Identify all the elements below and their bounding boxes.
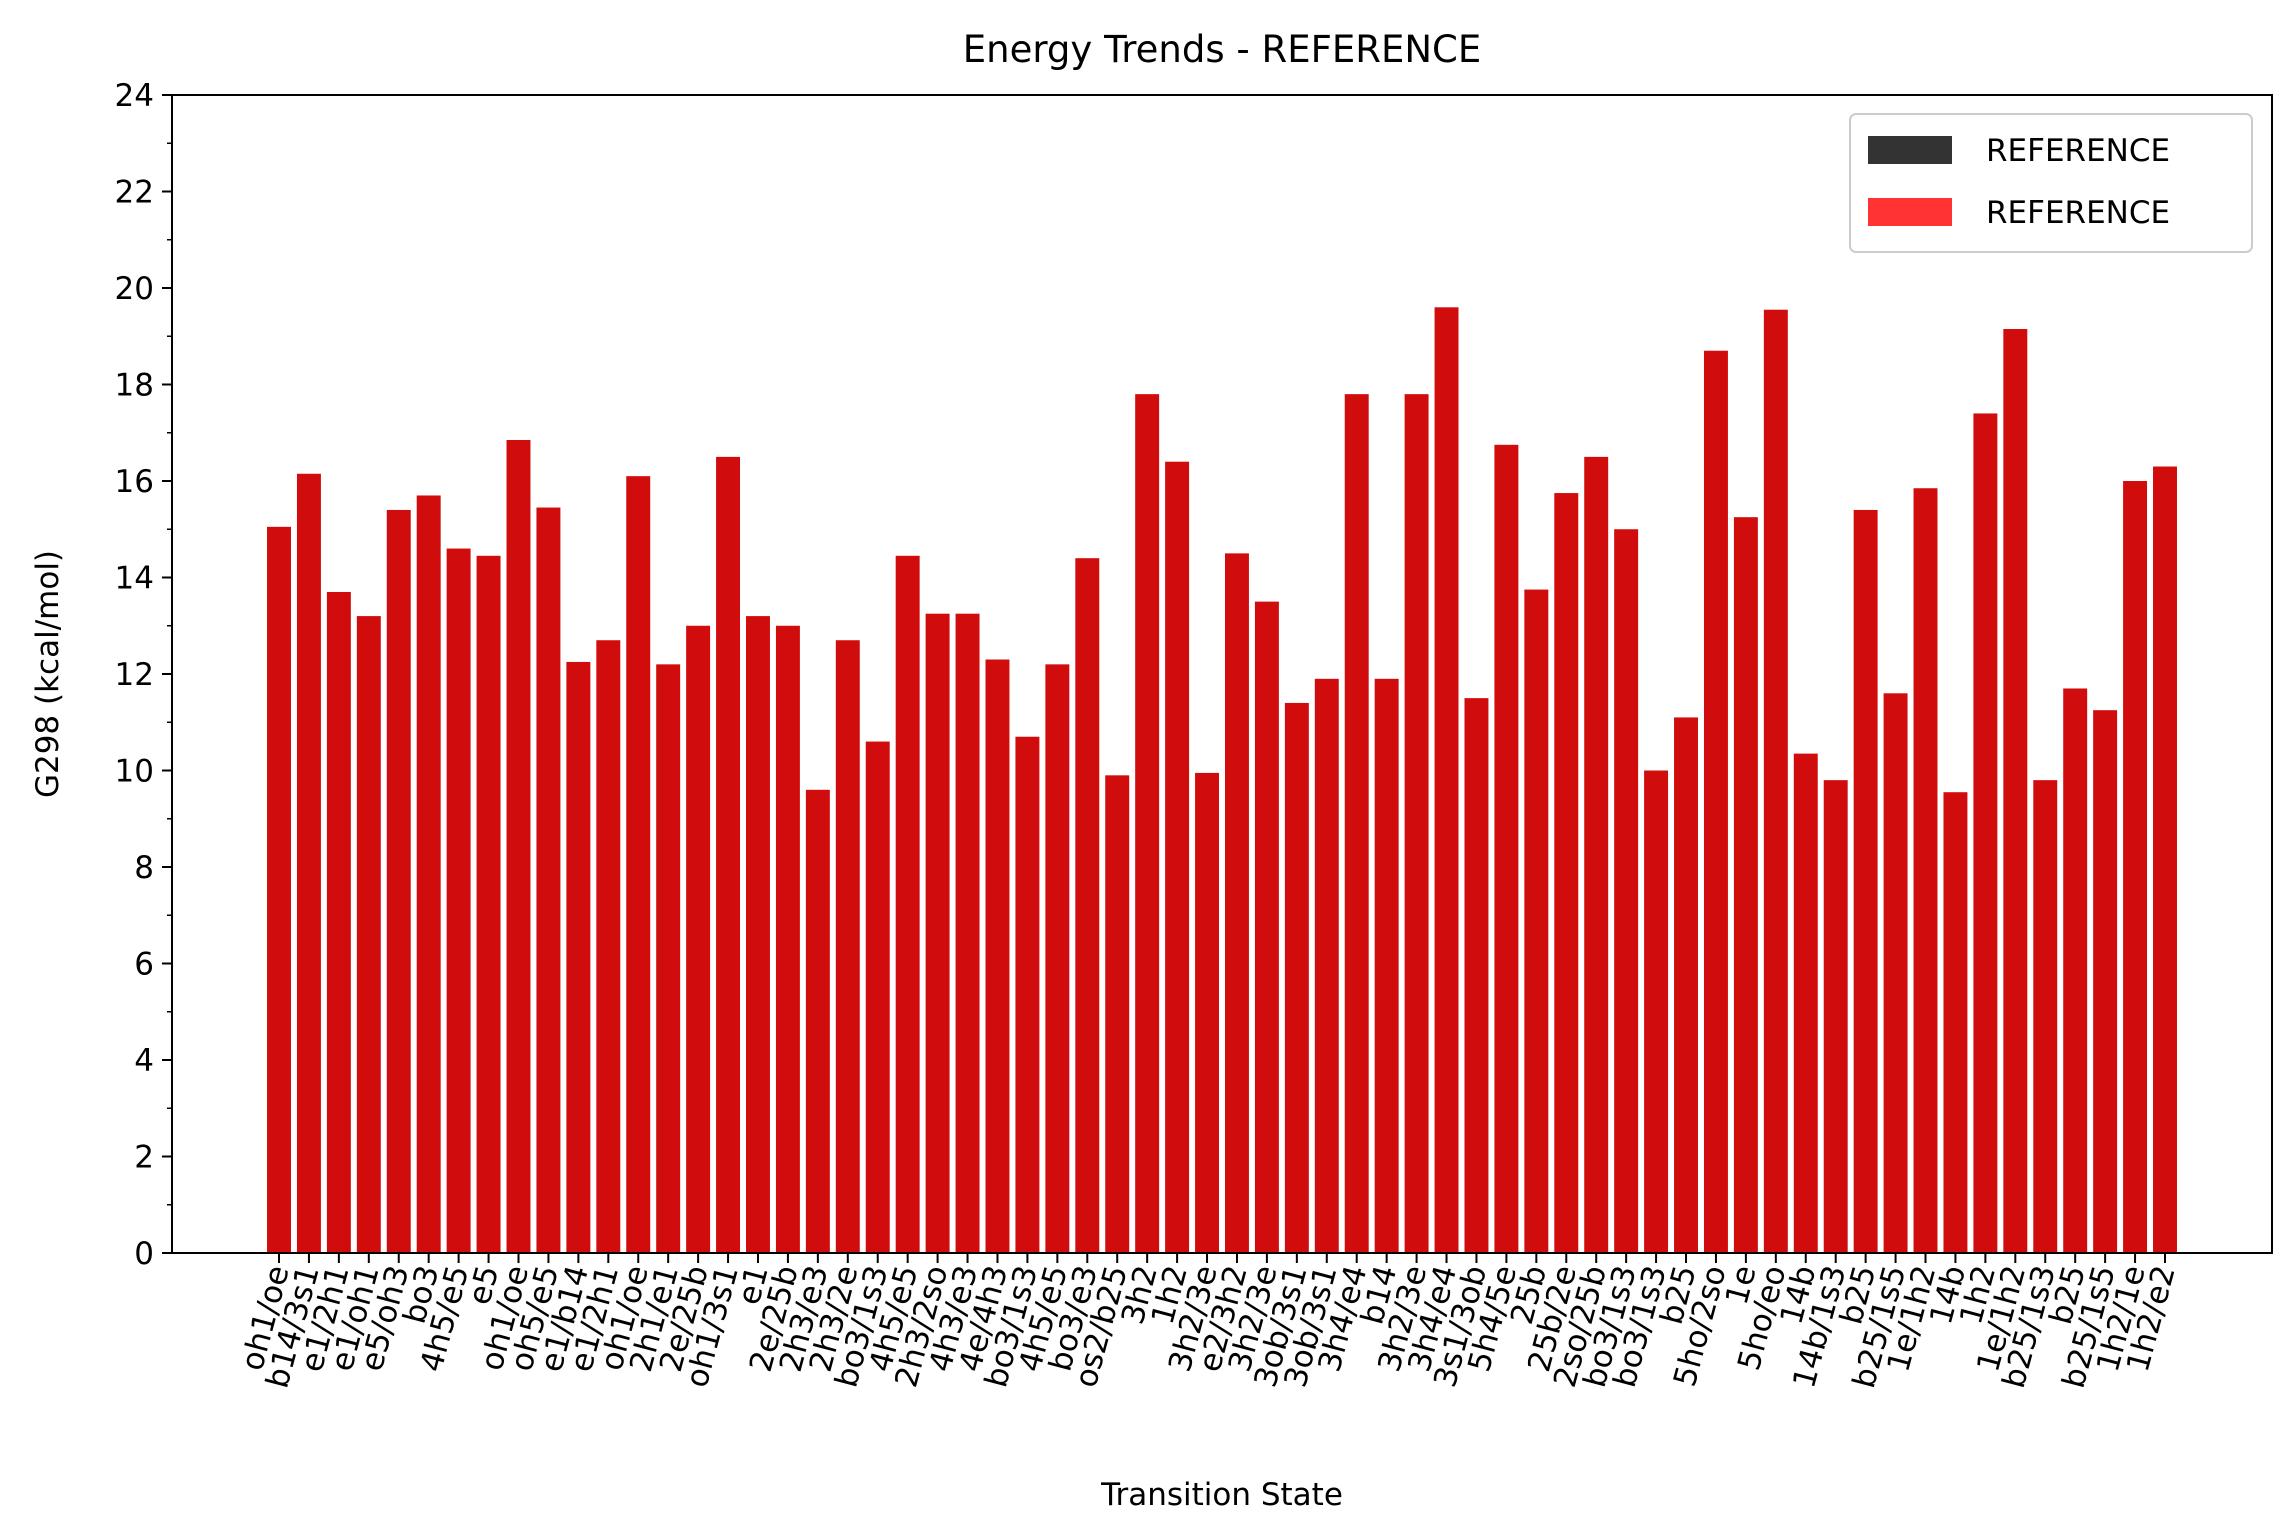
bar <box>626 476 651 1253</box>
y-tick-label: 4 <box>134 1043 154 1079</box>
bar <box>2063 688 2088 1253</box>
bar <box>1045 664 1070 1253</box>
bar <box>1434 307 1459 1253</box>
bar <box>1464 698 1489 1254</box>
bar <box>1224 553 1249 1254</box>
bar <box>416 495 441 1254</box>
bar <box>1135 394 1160 1253</box>
bar <box>1195 772 1220 1253</box>
bar <box>1674 717 1698 1253</box>
chart-title: Energy Trends - REFERENCE <box>963 28 1481 71</box>
bar <box>865 741 890 1253</box>
bar <box>775 625 800 1253</box>
bar <box>746 616 770 1253</box>
legend-swatch-reference-dark <box>1868 136 1952 164</box>
bar <box>1763 309 1788 1254</box>
bar <box>1015 736 1040 1253</box>
bar <box>2033 780 2058 1253</box>
bar <box>596 640 621 1253</box>
bar <box>2123 481 2148 1253</box>
y-axis-label: G298 (kcal/mol) <box>30 550 66 798</box>
y-tick-label: 0 <box>134 1236 154 1272</box>
bar <box>2153 466 2177 1253</box>
bar <box>1374 678 1399 1253</box>
legend: REFERENCE REFERENCE <box>1849 113 2253 253</box>
bar <box>566 661 591 1253</box>
bar <box>2003 329 2028 1253</box>
bar <box>895 555 920 1253</box>
bar <box>326 591 351 1253</box>
y-tick-label: 22 <box>115 175 154 211</box>
bar <box>835 640 860 1253</box>
bar <box>386 509 411 1253</box>
y-tick-label: 6 <box>134 947 154 983</box>
bar <box>536 507 561 1253</box>
bar <box>267 526 291 1253</box>
bar <box>1344 394 1369 1253</box>
y-tick-label: 18 <box>115 368 154 404</box>
bar <box>1793 753 1818 1253</box>
bar <box>925 613 950 1253</box>
bar <box>1404 394 1429 1253</box>
bar <box>2093 710 2118 1253</box>
y-tick-label: 12 <box>115 657 154 693</box>
y-tick-label: 24 <box>115 78 154 114</box>
bar <box>1075 558 1100 1253</box>
x-axis-label: Transition State <box>1100 1477 1343 1513</box>
bar <box>1254 601 1279 1254</box>
bar <box>1524 589 1549 1253</box>
y-tick-label: 2 <box>134 1140 154 1176</box>
bar <box>1853 509 1878 1253</box>
legend-label: REFERENCE <box>1986 133 2170 169</box>
bar <box>1943 792 1968 1253</box>
legend-label: REFERENCE <box>1986 195 2170 231</box>
legend-swatch-reference-red <box>1868 198 1952 226</box>
bar <box>1614 529 1639 1253</box>
y-tick-label: 16 <box>115 464 154 500</box>
bar <box>296 473 321 1253</box>
bar <box>446 548 471 1253</box>
bar <box>805 789 830 1253</box>
bars-layer <box>267 307 2177 1254</box>
y-tick-label: 20 <box>115 271 154 307</box>
bar <box>656 664 681 1253</box>
x-axis: oh1/oeb14/3s1e1/2h1e1/oh1e5/oh3bo34h5/e5… <box>234 1253 2183 1392</box>
bar <box>1733 517 1758 1253</box>
bar <box>476 555 501 1253</box>
bar <box>1105 775 1130 1253</box>
plot-frame <box>171 94 2273 1254</box>
bar <box>716 456 741 1254</box>
bar <box>1703 350 1728 1254</box>
y-tick-label: 10 <box>115 754 154 790</box>
bar <box>1823 780 1848 1253</box>
bar <box>1973 413 1998 1253</box>
bar <box>506 439 531 1253</box>
bar <box>1494 444 1519 1253</box>
bar <box>1284 702 1309 1253</box>
bar <box>1165 461 1190 1253</box>
bar <box>1913 488 1938 1253</box>
bar <box>356 616 381 1253</box>
bar <box>1883 693 1908 1253</box>
bar <box>1644 770 1669 1253</box>
bar <box>955 613 980 1253</box>
bar <box>1584 456 1609 1254</box>
y-tick-label: 14 <box>115 561 154 597</box>
bar <box>1554 493 1579 1253</box>
bar <box>985 659 1010 1253</box>
bar <box>686 625 711 1253</box>
bar <box>1314 678 1339 1253</box>
y-tick-label: 8 <box>134 850 154 886</box>
